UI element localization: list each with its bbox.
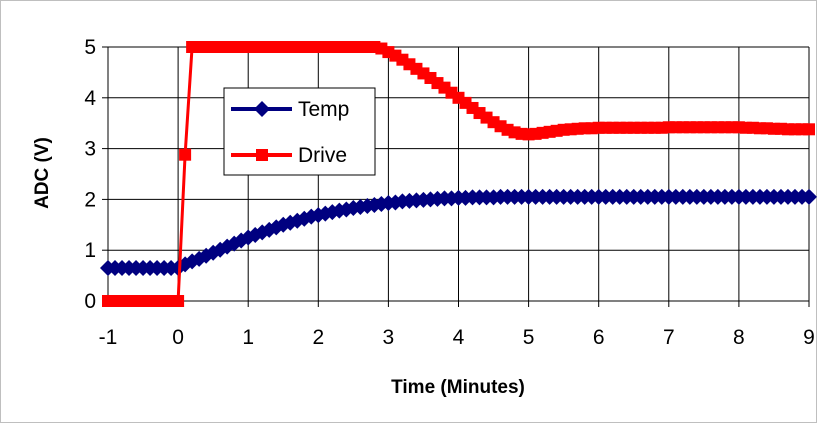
legend: Temp Drive <box>223 87 376 176</box>
legend-item-temp: Temp <box>231 98 349 121</box>
x-tick-label: 9 <box>803 326 815 349</box>
data-point-drive <box>781 123 794 136</box>
x-tick-label: 5 <box>523 326 535 349</box>
x-tick-label: 8 <box>733 326 745 349</box>
data-point-drive <box>116 295 129 307</box>
x-tick-label: 6 <box>593 326 605 349</box>
y-tick-label: 3 <box>84 138 96 161</box>
legend-item-drive: Drive <box>231 144 347 167</box>
x-tick-label: -1 <box>99 326 118 349</box>
data-point-temp <box>801 188 817 205</box>
data-point-drive <box>571 122 584 135</box>
legend-marker-temp <box>254 101 270 117</box>
legend-label-temp: Temp <box>298 98 349 121</box>
x-tick-label: 0 <box>172 326 184 349</box>
y-axis-title: ADC (V) <box>32 137 53 209</box>
y-tick-label: 2 <box>84 188 96 211</box>
data-point-drive <box>536 126 549 139</box>
data-point-drive <box>508 126 521 139</box>
data-point-drive <box>788 123 801 136</box>
x-axis-title: Time (Minutes) <box>391 377 525 398</box>
grid <box>108 46 810 301</box>
legend-label-drive: Drive <box>298 144 347 167</box>
x-tick-label: 3 <box>383 326 395 349</box>
y-tick-label: 5 <box>84 36 96 59</box>
data-point-drive <box>774 122 787 135</box>
data-point-drive <box>795 123 808 136</box>
legend-box <box>223 87 376 176</box>
data-point-drive <box>564 123 577 136</box>
data-point-drive <box>803 123 815 136</box>
data-point-drive <box>172 295 185 307</box>
legend-marker-drive <box>256 149 268 161</box>
data-point-drive <box>179 148 192 161</box>
x-tick-label: 2 <box>312 326 324 349</box>
data-point-drive <box>767 122 780 135</box>
y-tick-label: 1 <box>84 239 96 262</box>
series-drive <box>102 41 815 307</box>
series <box>100 41 817 307</box>
x-tick-label: 4 <box>453 326 465 349</box>
data-point-temp <box>240 229 257 246</box>
series-temp <box>100 188 817 276</box>
y-tick-label: 4 <box>84 87 96 110</box>
data-point-drive <box>396 53 409 66</box>
data-point-drive <box>487 116 500 129</box>
x-tick-label: 7 <box>663 326 675 349</box>
y-tick-label: 0 <box>84 290 96 313</box>
x-tick-label: 1 <box>242 326 254 349</box>
